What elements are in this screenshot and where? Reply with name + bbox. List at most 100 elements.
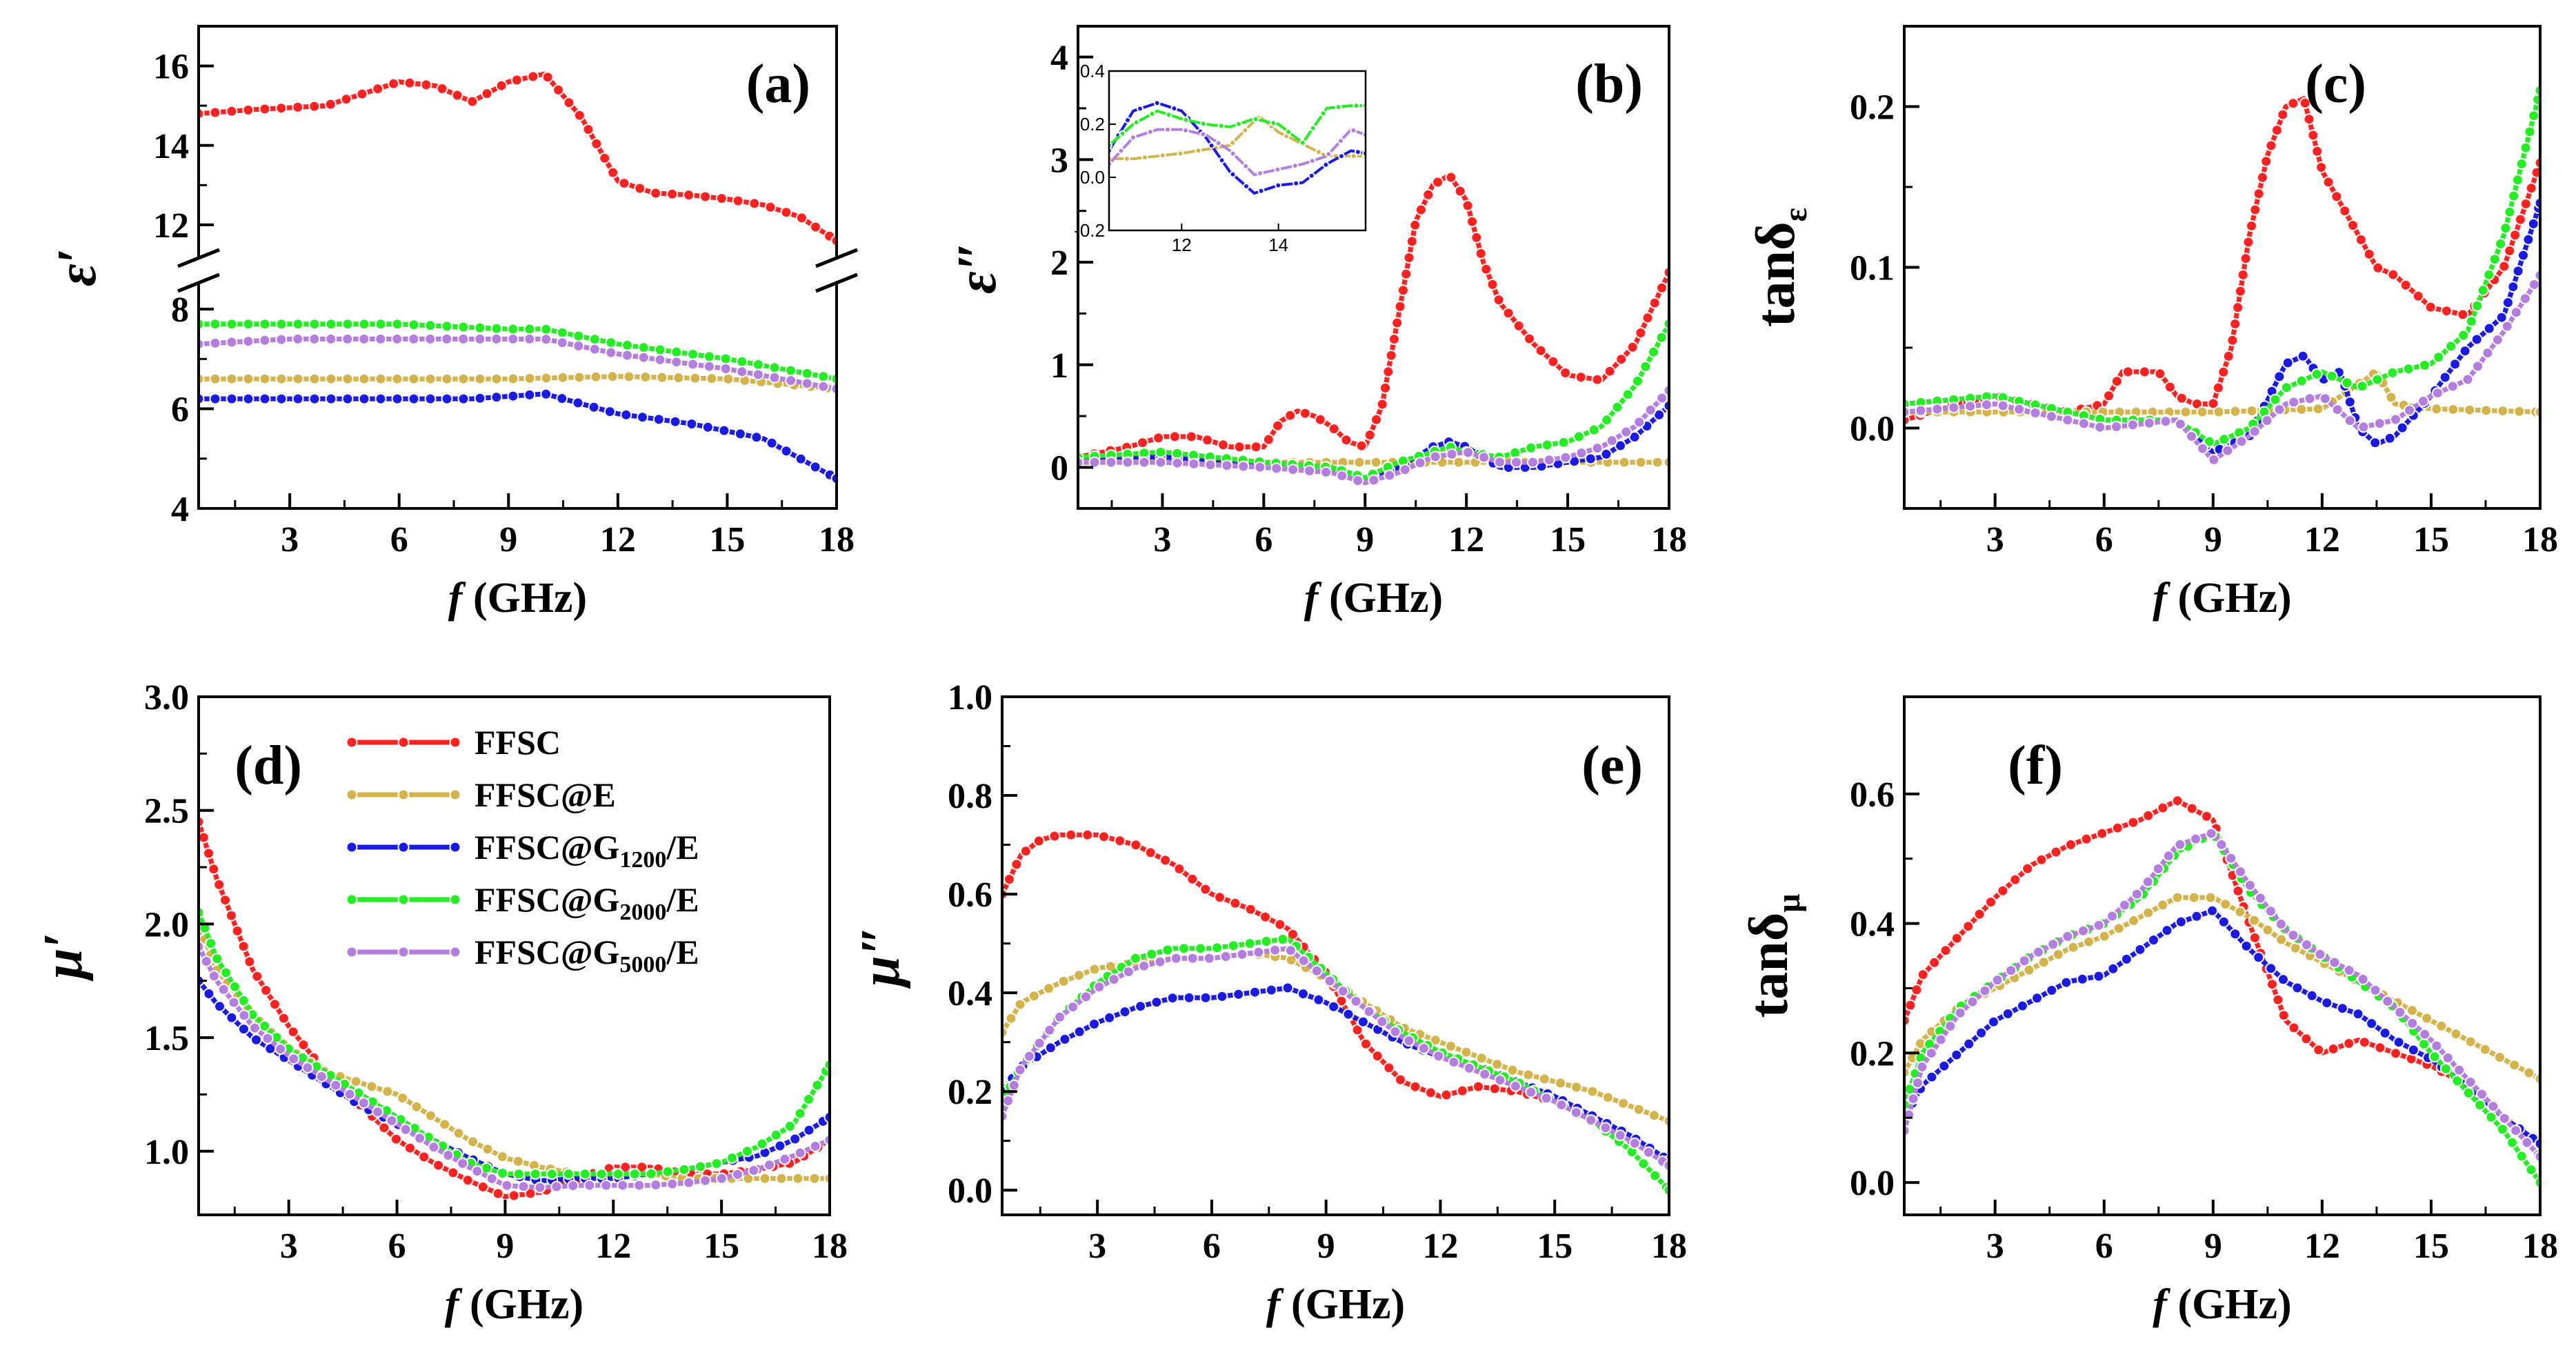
legend-label-main: FFSC@G [475,880,619,919]
series-marker [2023,964,2035,976]
series-marker [2076,973,2088,985]
series-marker [1153,99,1161,107]
series-marker [2379,1027,2391,1039]
series-marker [1653,408,1666,421]
y-tick-label: 4 [171,490,189,529]
series-marker [2341,377,2353,389]
series-marker [2077,417,2090,430]
series-marker [2498,1112,2510,1124]
series-marker [792,1172,804,1185]
x-tick-label: 3 [1088,1227,1106,1266]
series-marker [288,1053,300,1065]
series-marker [2439,371,2451,384]
series-marker [2013,403,2026,415]
x-tick-label: 18 [1651,520,1687,559]
series-marker [2404,404,2415,417]
series-marker [703,350,715,363]
series-marker [2235,435,2248,448]
series-ffsc-g5000-e [1002,944,1669,1171]
x-tick-label: 18 [1651,1227,1687,1266]
series-marker [507,390,519,402]
series-marker [404,1142,416,1154]
series-marker [2246,405,2258,417]
series-marker [2005,964,2017,977]
series-marker [457,321,470,333]
series-marker [1242,162,1250,170]
series-marker [1648,346,1659,358]
series-marker [274,1043,287,1055]
series-marker [2154,368,2166,380]
series-marker [1478,451,1490,464]
series-marker [1270,462,1283,475]
series-marker [1559,451,1572,464]
series-marker [2260,155,2273,168]
series-marker [2470,333,2483,346]
series-marker [1948,402,1960,414]
series-marker [242,393,254,405]
panel-label: (a) [746,54,810,115]
series-marker [540,323,552,335]
x-tick-label: 9 [2204,520,2222,559]
series-marker [2374,1042,2386,1054]
series-marker [2148,934,2159,946]
series-marker [2175,392,2188,404]
series-marker [1073,969,1085,982]
series-marker [1244,938,1256,950]
series-marker [1088,1018,1100,1030]
series-marker [243,955,256,968]
series-marker [1312,993,1325,1006]
series-marker [1185,430,1197,443]
series-marker [1236,948,1248,960]
series-marker [2186,430,2197,442]
series-marker [695,1160,706,1173]
series-marker [1472,1080,1484,1093]
series-marker [308,318,321,330]
series-marker [1635,456,1647,468]
series-marker [1328,1000,1340,1013]
series-marker [1350,152,1357,160]
series-marker [203,847,214,860]
series-marker [794,1147,806,1159]
series-marker [1479,1068,1491,1080]
series-marker [701,421,714,433]
series-marker [1275,181,1282,189]
series-marker [2524,126,2536,138]
series-marker [200,955,212,967]
series-marker [817,370,830,383]
series-marker [2208,453,2220,466]
x-axis-title: f (GHz) [448,575,587,622]
series-marker [2512,265,2524,277]
series-marker [1148,110,1156,117]
series-marker [2347,219,2359,232]
series-marker [1620,426,1633,438]
series-marker [2394,1006,2406,1018]
series-marker [1166,992,1179,1004]
series-marker [1324,975,1336,987]
series-marker [2065,838,2077,851]
series-marker [689,372,701,384]
series-marker [618,177,630,190]
series-marker [424,333,437,345]
series-marker [1656,392,1668,404]
series-marker [388,77,400,90]
series-marker [785,375,797,387]
series-marker [1014,1064,1026,1076]
series-marker [1204,459,1217,471]
series-marker [1287,928,1299,940]
series-marker [2225,852,2237,864]
plot-frame [197,695,831,1216]
series-marker [1297,955,1310,967]
series-marker [447,1167,459,1179]
series-marker [408,373,420,385]
series-marker [639,371,652,383]
series-marker [1409,219,1421,231]
series-marker [408,333,420,345]
series-marker [748,197,761,210]
series-marker [1065,829,1077,841]
series-marker [2523,1067,2535,1079]
series-marker [1137,437,1149,449]
x-tick-label: 18 [2522,1227,2558,1266]
series-marker [2522,233,2535,246]
series-ffsc-g5000-e [1078,384,1669,487]
series-marker [2191,398,2203,410]
